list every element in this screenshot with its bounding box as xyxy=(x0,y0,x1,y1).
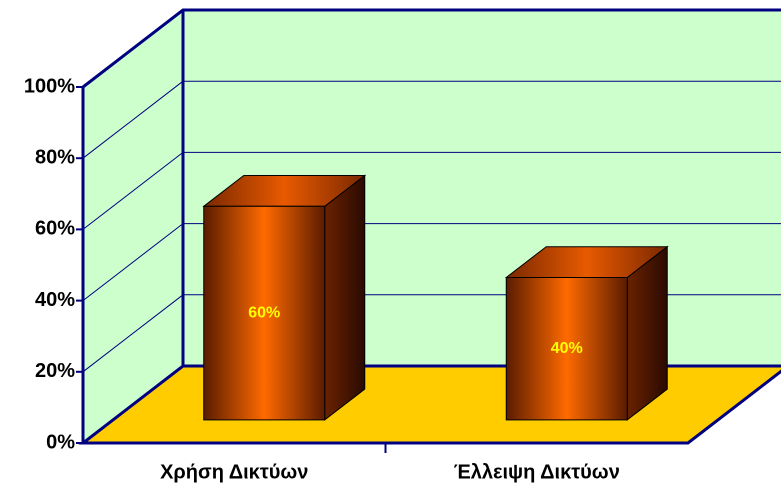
bar xyxy=(203,205,326,421)
data-label: 40% xyxy=(551,340,583,357)
side-grid-line xyxy=(82,365,184,444)
side-grid-line xyxy=(82,152,184,230)
floor xyxy=(78,364,781,445)
y-tick-label: 40% xyxy=(35,289,75,311)
side-wall xyxy=(83,10,183,443)
x-tick-label: Έλλειψη Δικτύων xyxy=(454,461,620,483)
bar xyxy=(505,277,628,421)
bar-side xyxy=(324,174,366,421)
y-tick-label: 20% xyxy=(35,360,75,382)
side-grid-line xyxy=(82,223,184,301)
x-tick-label: Χρήση Δικτύων xyxy=(160,461,308,483)
side-grid-line xyxy=(82,294,184,373)
side-grid-line xyxy=(82,80,184,159)
y-tick-label: 0% xyxy=(46,431,75,453)
y-tick-label: 100% xyxy=(24,75,75,97)
data-label: 60% xyxy=(248,304,280,321)
y-tick-label: 80% xyxy=(35,146,75,168)
y-tick-label: 60% xyxy=(35,218,75,240)
